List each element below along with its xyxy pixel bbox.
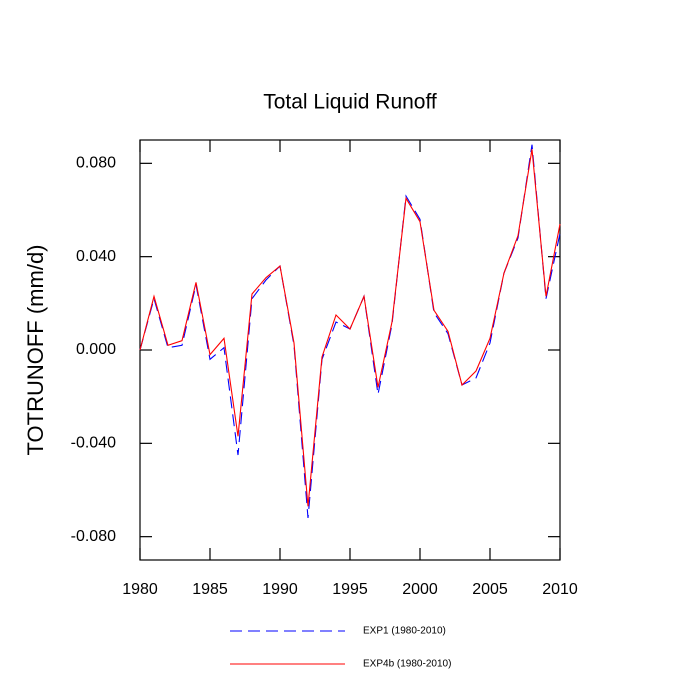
x-tick-label: 1980: [122, 581, 158, 598]
x-tick-label: 2010: [542, 581, 578, 598]
x-tick-label: 1995: [332, 581, 368, 598]
y-tick-label: -0.040: [71, 435, 116, 452]
y-axis-label: TOTRUNOFF (mm/d): [23, 244, 48, 455]
chart-title: Total Liquid Runoff: [263, 91, 437, 114]
legend-label: EXP4b (1980-2010): [363, 659, 451, 670]
x-tick-label: 2005: [472, 581, 508, 598]
x-tick-label: 2000: [402, 581, 438, 598]
x-tick-label: 1985: [192, 581, 228, 598]
y-tick-label: 0.080: [76, 155, 116, 172]
y-tick-label: 0.000: [76, 341, 116, 358]
y-tick-label: -0.080: [71, 528, 116, 545]
legend-label: EXP1 (1980-2010): [363, 626, 446, 637]
x-tick-label: 1990: [262, 581, 298, 598]
y-tick-label: 0.040: [76, 248, 116, 265]
series-line: [139, 149, 561, 507]
